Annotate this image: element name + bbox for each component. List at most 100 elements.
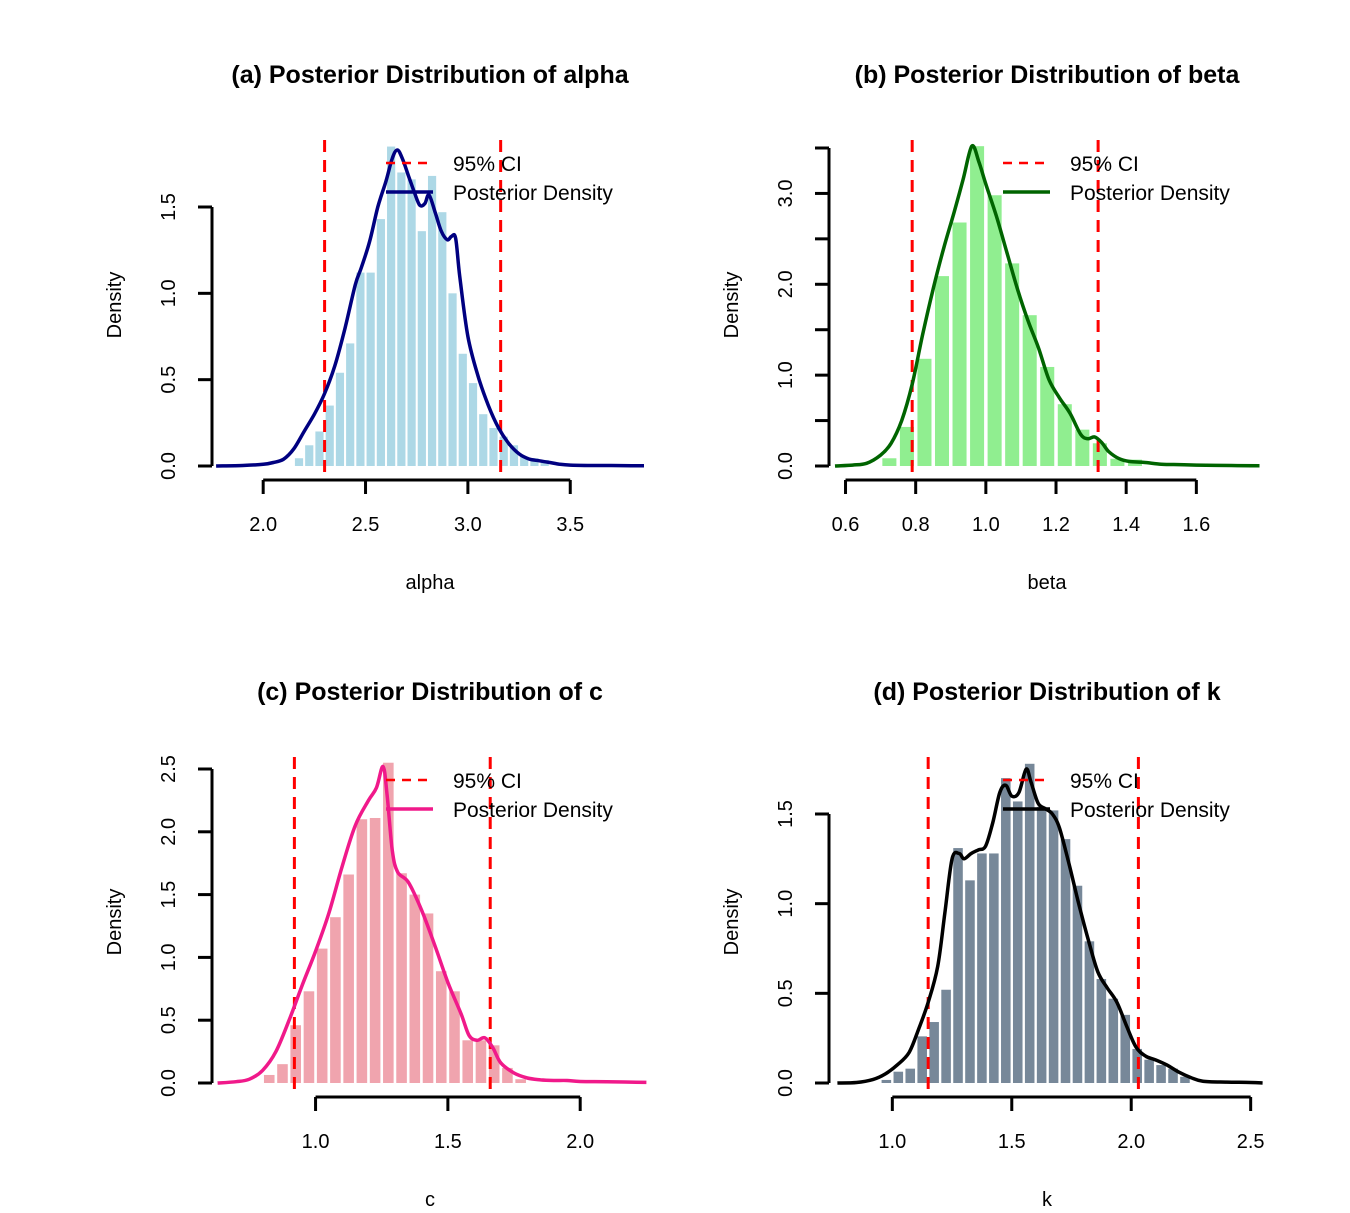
- panel-k: (d) Posterior Distribution of k k Densit…: [721, 678, 1265, 1211]
- panel-title: (c) Posterior Distribution of c: [257, 678, 603, 706]
- histogram-bar: [882, 458, 897, 466]
- density-curve: [216, 148, 644, 468]
- histogram-bar: [977, 853, 987, 1083]
- density-curve: [217, 764, 647, 1085]
- histogram-bar: [330, 917, 341, 1083]
- histogram-bar: [1144, 1059, 1154, 1083]
- histogram-bar: [1084, 941, 1095, 1083]
- histogram-bar: [1022, 315, 1037, 466]
- histogram-bar: [1120, 1014, 1131, 1083]
- histogram-bar: [1096, 978, 1107, 1083]
- density-curve: [837, 767, 1263, 1085]
- histogram-bar: [468, 383, 478, 466]
- ci-lines: [323, 140, 503, 478]
- x-tick-label: 1.6: [1182, 514, 1210, 536]
- histogram-bar: [369, 817, 381, 1083]
- histogram-bar: [407, 179, 416, 466]
- histogram-bars: [263, 762, 526, 1083]
- x-tick-label: 2.0: [1117, 1131, 1145, 1153]
- histogram-bar: [462, 1040, 474, 1083]
- histogram-bar: [305, 445, 314, 466]
- histogram-bars: [881, 763, 1190, 1083]
- histogram-bar: [325, 405, 334, 466]
- x-tick-label: 1.0: [972, 514, 1000, 536]
- legend-density-label: Posterior Density: [453, 182, 613, 205]
- histogram-bar: [515, 1079, 526, 1083]
- histogram-bar: [1060, 839, 1071, 1083]
- legend: 95% CI Posterior Density: [1003, 770, 1230, 822]
- y-tick-label: 0.5: [775, 979, 797, 1007]
- legend-density-label: Posterior Density: [1070, 799, 1230, 822]
- histogram-bar: [409, 894, 421, 1083]
- y-tick-label: 0.0: [158, 452, 180, 480]
- histogram-bar: [929, 1022, 939, 1083]
- histogram-bar: [1092, 443, 1107, 466]
- histogram-bar: [366, 272, 375, 466]
- histogram-bar: [488, 1045, 500, 1083]
- histogram-bars: [882, 146, 1142, 466]
- histogram-bar: [303, 991, 315, 1083]
- y-tick-label: 1.0: [775, 890, 797, 918]
- panel-c: (c) Posterior Distribution of c c Densit…: [104, 678, 647, 1211]
- y-tick-label: 2.0: [775, 270, 797, 298]
- density-curve: [834, 143, 1260, 468]
- histogram-bar: [315, 431, 324, 466]
- x-tick-label: 2.0: [249, 514, 277, 536]
- histogram-bar: [263, 1074, 275, 1083]
- panel-title: (b) Posterior Distribution of beta: [855, 61, 1241, 89]
- ci-lines: [926, 757, 1140, 1095]
- x-tick-label: 3.5: [556, 514, 584, 536]
- histogram-bar: [1072, 885, 1083, 1083]
- histogram-bar: [1110, 458, 1125, 466]
- histogram-bar: [905, 1068, 916, 1083]
- y-tick-label: 3.0: [775, 180, 797, 208]
- y-tick-label: 1.0: [158, 279, 180, 307]
- y-tick-label: 0.0: [158, 1069, 180, 1097]
- histogram-bar: [1005, 263, 1020, 466]
- histogram-bar: [1168, 1068, 1178, 1083]
- histogram-bar: [934, 276, 950, 466]
- histogram-bar: [479, 414, 488, 466]
- histogram-bar: [989, 853, 999, 1083]
- x-tick-label: 1.2: [1042, 514, 1070, 536]
- histogram-bar: [952, 222, 967, 466]
- histogram-bar: [499, 436, 508, 466]
- x-tick-label: 1.5: [998, 1131, 1026, 1153]
- histogram-bar: [970, 146, 985, 466]
- histogram-bar: [316, 948, 328, 1083]
- y-tick-label: 0.0: [775, 452, 797, 480]
- x-tick-label: 1.0: [878, 1131, 906, 1153]
- histogram-bar: [294, 458, 304, 466]
- legend: 95% CI Posterior Density: [386, 153, 613, 205]
- histogram-bar: [899, 426, 914, 466]
- histogram-bar: [1001, 778, 1011, 1083]
- histogram-bar: [422, 913, 434, 1083]
- histogram-bar: [427, 175, 437, 467]
- histogram-bar: [893, 1071, 904, 1083]
- histogram-bar: [475, 1040, 487, 1083]
- histogram-bar: [1180, 1076, 1190, 1083]
- x-tick-label: 3.0: [454, 514, 482, 536]
- x-axis-label: beta: [1028, 572, 1068, 594]
- x-axis-label: alpha: [406, 572, 456, 594]
- panel-beta: (b) Posterior Distribution of beta beta …: [721, 61, 1260, 594]
- histogram-bar: [346, 343, 355, 466]
- histogram-bar: [335, 372, 345, 466]
- histogram-bar: [502, 1067, 513, 1083]
- panel-title: (a) Posterior Distribution of alpha: [231, 61, 629, 89]
- histogram-bar: [1036, 806, 1047, 1083]
- y-tick-label: 0.5: [158, 366, 180, 394]
- y-tick-label: 1.5: [775, 800, 797, 828]
- histogram-bar: [376, 219, 385, 466]
- histogram-bar: [1024, 763, 1035, 1083]
- histogram-bar: [520, 456, 529, 466]
- axes: 0.0 0.5 1.0 1.5 2.0 2.5 1.0 1.5 2.0: [158, 755, 594, 1153]
- histogram-bar: [1156, 1065, 1166, 1083]
- histogram-bar: [448, 293, 457, 466]
- ci-lines: [910, 140, 1100, 478]
- y-tick-label: 1.5: [158, 881, 180, 909]
- histogram-bar: [449, 991, 460, 1083]
- legend: 95% CI Posterior Density: [1003, 153, 1230, 205]
- histogram-bar: [343, 874, 354, 1083]
